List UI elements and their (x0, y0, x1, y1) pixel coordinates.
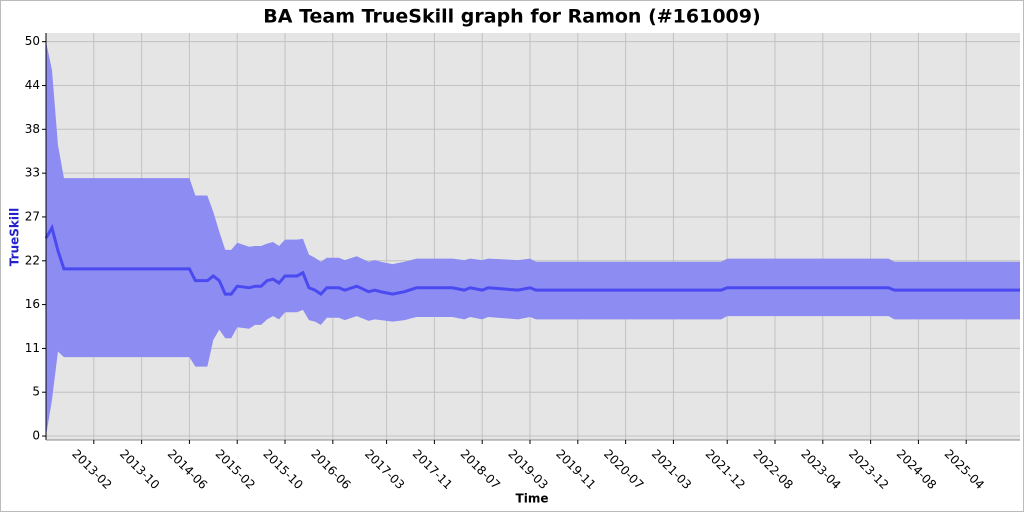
chart-title: BA Team TrueSkill graph for Ramon (#1610… (263, 6, 760, 28)
trueskill-line (44, 223, 1020, 297)
y-tick-label: 44 (25, 78, 40, 92)
y-tick-label: 0 (32, 429, 40, 443)
y-axis-label: TrueSkill (8, 208, 22, 266)
y-tick-label: 50 (25, 34, 40, 48)
y-tick-label: 11 (25, 341, 40, 355)
x-axis-label: Time (516, 492, 549, 506)
y-tick-label: 38 (25, 122, 40, 136)
y-tick-label: 16 (25, 297, 40, 311)
y-tick-label: 33 (25, 166, 40, 180)
y-tick-label: 5 (32, 385, 40, 399)
y-tick-label: 27 (25, 209, 40, 223)
y-tick-label: 22 (25, 253, 40, 267)
